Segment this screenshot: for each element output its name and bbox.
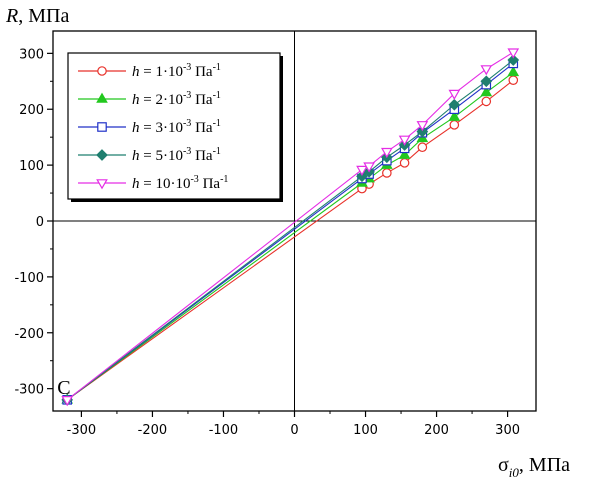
legend-marker xyxy=(97,122,107,132)
data-point xyxy=(448,110,461,121)
legend-mid: = 10·10 xyxy=(140,176,191,192)
series-5 xyxy=(61,48,520,407)
legend-unit-exp: -1 xyxy=(213,118,221,129)
y-tick-label: 100 xyxy=(19,159,44,174)
legend-h: h xyxy=(132,64,140,80)
legend-item: h = 2·10-3 Па-1 xyxy=(78,90,221,108)
x-axis-symbol: σ xyxy=(498,454,509,476)
series-group xyxy=(61,48,520,407)
legend-mid: = 3·10 xyxy=(140,120,183,136)
y-axis-unit: , МПа xyxy=(18,5,69,27)
legend-item: h = 1·10-3 Па-1 xyxy=(78,62,221,80)
legend-marker xyxy=(96,149,108,161)
y-tick-label: -300 xyxy=(14,383,44,398)
data-point xyxy=(416,121,429,132)
legend-exp: -3 xyxy=(183,90,191,101)
legend-exp: -3 xyxy=(183,118,191,129)
legend-unit-exp: -1 xyxy=(213,146,221,157)
data-point xyxy=(363,162,375,173)
data-point xyxy=(449,120,460,130)
legend-unit-exp: -1 xyxy=(213,62,221,73)
legend-h: h xyxy=(132,176,140,192)
data-point xyxy=(417,142,428,153)
data-point xyxy=(507,54,520,66)
data-point xyxy=(356,170,368,183)
legend-unit: Па xyxy=(191,92,213,108)
legend-label: h = 3·10-3 Па-1 xyxy=(132,118,221,136)
x-tick-label: 300 xyxy=(495,423,520,438)
data-point xyxy=(480,75,493,88)
legend-label: h = 1·10-3 Па-1 xyxy=(132,62,221,80)
x-tick-label: -300 xyxy=(67,423,97,438)
legend-h: h xyxy=(132,148,140,164)
legend-item: h = 10·10-3 Па-1 xyxy=(78,174,228,192)
legend-h: h xyxy=(132,92,140,108)
data-point xyxy=(507,48,520,59)
x-tick-label: -200 xyxy=(138,423,168,438)
y-axis-title: R, МПа xyxy=(5,5,69,27)
legend-unit: Па xyxy=(191,120,213,136)
y-tick-label: -100 xyxy=(14,271,44,286)
y-tick-label: 200 xyxy=(19,103,44,118)
legend-mid: = 5·10 xyxy=(140,148,183,164)
series-1 xyxy=(62,75,519,405)
data-point xyxy=(507,65,520,77)
legend-item: h = 3·10-3 Па-1 xyxy=(78,118,221,136)
legend-unit-exp: -1 xyxy=(220,174,228,185)
legend-unit: Па xyxy=(191,148,213,164)
data-point xyxy=(382,168,392,178)
legend-unit: Па xyxy=(191,64,213,80)
data-point xyxy=(481,96,492,107)
x-tick-label: 200 xyxy=(424,423,449,438)
data-point xyxy=(398,148,411,159)
data-point xyxy=(416,125,429,138)
legend-unit: Па xyxy=(199,176,221,192)
y-tick-label: 0 xyxy=(36,215,44,230)
legend-label: h = 2·10-3 Па-1 xyxy=(132,90,221,108)
tick-labels: -300 -200 -100 0 100 200 300 -300 -200 -100 0 100 20… xyxy=(14,47,520,438)
x-tick-label: 0 xyxy=(290,423,298,438)
legend: h = 1·10-3 Па-1h = 2·10-3 Па-1h = 3·10-3… xyxy=(67,52,283,202)
x-tick-label: 100 xyxy=(353,423,378,438)
legend-unit-exp: -1 xyxy=(213,90,221,101)
data-point xyxy=(399,158,410,168)
data-point xyxy=(508,75,519,85)
legend-mid: = 1·10 xyxy=(140,64,183,80)
legend-mid: = 2·10 xyxy=(140,92,183,108)
data-point xyxy=(448,98,461,111)
legend-exp: -3 xyxy=(183,62,191,73)
legend-marker xyxy=(96,179,108,190)
legend-label: h = 10·10-3 Па-1 xyxy=(132,174,228,192)
x-axis-title: σi0, МПа xyxy=(498,454,570,480)
data-point xyxy=(480,86,493,97)
legend-label: h = 5·10-3 Па-1 xyxy=(132,146,221,164)
legend-item: h = 5·10-3 Па-1 xyxy=(78,146,221,164)
data-point xyxy=(381,147,393,159)
legend-marker xyxy=(97,66,107,76)
x-tick-label: -100 xyxy=(209,423,239,438)
legend-h: h xyxy=(132,120,140,136)
data-point xyxy=(356,165,368,176)
data-point xyxy=(398,135,411,146)
x-axis-unit: , МПа xyxy=(519,454,570,476)
axis-ticks xyxy=(47,52,509,417)
point-annotation: C xyxy=(57,377,70,399)
x-axis-subscript: i0 xyxy=(509,465,520,480)
y-axis-symbol: R xyxy=(5,5,18,27)
data-point xyxy=(448,89,461,100)
data-point xyxy=(61,396,74,407)
legend-exp: -3 xyxy=(183,146,191,157)
legend-exp: -3 xyxy=(190,174,198,185)
y-tick-label: -200 xyxy=(14,327,44,342)
y-tick-label: 300 xyxy=(19,47,44,62)
legend-marker xyxy=(96,92,108,103)
data-point xyxy=(480,65,493,76)
